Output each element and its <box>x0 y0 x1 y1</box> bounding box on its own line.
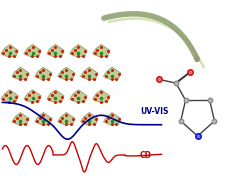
Polygon shape <box>35 112 52 125</box>
Polygon shape <box>12 67 29 80</box>
Polygon shape <box>80 112 98 125</box>
Polygon shape <box>1 44 18 57</box>
Polygon shape <box>24 44 41 57</box>
Polygon shape <box>80 67 98 80</box>
Text: UV-VIS: UV-VIS <box>140 107 168 116</box>
FancyArrowPatch shape <box>104 14 197 59</box>
Text: CD: CD <box>140 151 152 160</box>
Polygon shape <box>93 90 110 103</box>
FancyArrowPatch shape <box>109 19 204 67</box>
Polygon shape <box>12 112 29 125</box>
Polygon shape <box>58 112 75 125</box>
Polygon shape <box>70 90 87 103</box>
Polygon shape <box>58 67 75 80</box>
Polygon shape <box>103 67 121 80</box>
Polygon shape <box>47 90 64 103</box>
Polygon shape <box>1 90 18 103</box>
Polygon shape <box>103 112 121 125</box>
Polygon shape <box>93 44 110 57</box>
Polygon shape <box>47 44 64 57</box>
Polygon shape <box>24 90 41 103</box>
Polygon shape <box>70 44 87 57</box>
Polygon shape <box>35 67 52 80</box>
